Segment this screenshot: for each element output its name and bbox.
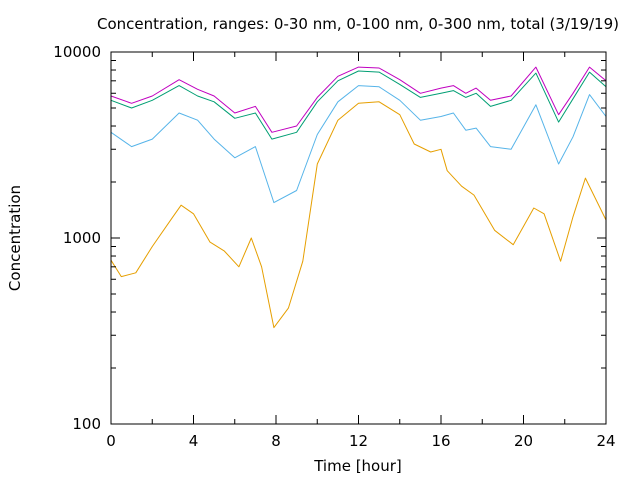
x-tick-label: 0 [106,432,116,450]
y-tick-label: 100 [72,415,101,433]
series-line-1 [110,70,607,140]
x-tick-label: 16 [431,432,450,450]
plot-frame [110,51,607,425]
x-tick-label: 4 [189,432,199,450]
series-line-3 [110,101,607,329]
x-tick-label: 20 [514,432,533,450]
tick-labels: 0 4 8 12 16 20 24 100 1000 10000 [53,43,615,450]
x-tick-label: 12 [349,432,368,450]
plot-lines [110,66,607,329]
y-tick-label: 1000 [63,229,101,247]
series-line-2 [110,85,607,204]
x-axis-label: Time [hour] [313,457,402,475]
y-axis-label: Concentration [6,185,24,291]
y-tick-label: 10000 [53,43,101,61]
ticks [110,51,607,425]
x-tick-label: 8 [271,432,281,450]
x-tick-label: 24 [596,432,615,450]
chart-title: Concentration, ranges: 0-30 nm, 0-100 nm… [97,15,619,33]
series-line-0 [110,66,607,133]
